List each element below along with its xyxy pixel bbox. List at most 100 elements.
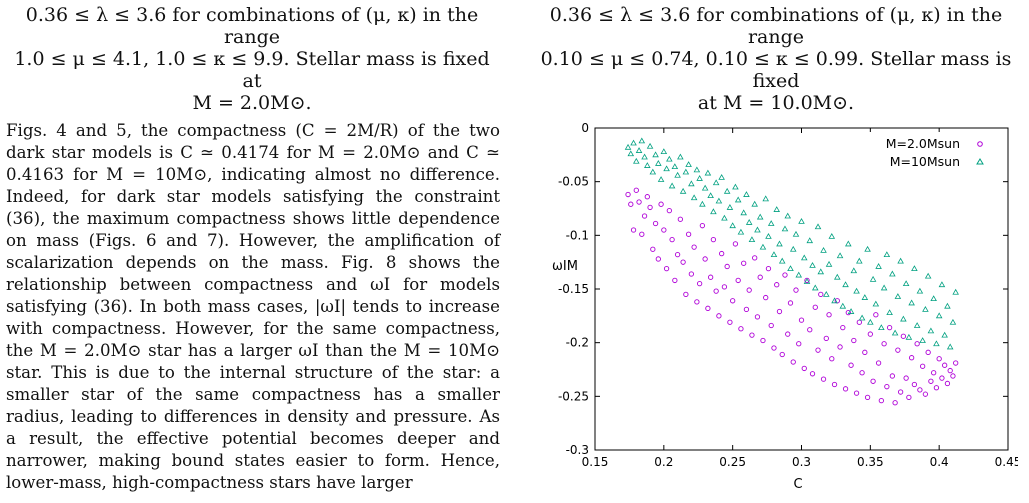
data-point-10msun <box>729 222 736 229</box>
data-point-2msun <box>859 370 865 376</box>
data-point-10msun <box>842 281 849 288</box>
data-point-2msun <box>881 341 887 347</box>
y-tick-label: -0.25 <box>558 389 589 403</box>
data-point-2msun <box>950 373 956 379</box>
data-point-10msun <box>770 251 778 258</box>
data-point-10msun <box>897 257 904 264</box>
data-point-10msun <box>792 230 800 237</box>
data-point-10msun <box>820 246 827 253</box>
data-point-2msun <box>953 360 959 366</box>
point-layer <box>624 137 959 406</box>
data-point-2msun <box>666 207 672 214</box>
data-point-10msun <box>748 236 756 243</box>
y-tick-label: -0.05 <box>558 175 589 189</box>
data-point-10msun <box>847 308 855 314</box>
data-point-2msun <box>746 287 752 293</box>
data-point-2msun <box>699 223 706 229</box>
data-point-10msun <box>663 165 670 172</box>
data-point-10msun <box>806 237 814 244</box>
data-point-10msun <box>759 243 767 250</box>
data-point-10msun <box>856 257 863 264</box>
data-point-2msun <box>944 380 951 387</box>
data-point-10msun <box>707 192 714 199</box>
data-point-10msun <box>869 275 877 282</box>
data-point-10msun <box>701 184 709 191</box>
data-point-10msun <box>949 318 957 325</box>
data-point-2msun <box>768 322 774 329</box>
data-point-2msun <box>818 291 824 298</box>
data-point-10msun <box>668 182 676 189</box>
data-point-2msun <box>760 337 766 344</box>
data-point-10msun <box>803 278 811 284</box>
data-point-10msun <box>867 318 874 325</box>
data-point-10msun <box>773 206 781 212</box>
data-point-2msun <box>735 277 741 284</box>
data-point-10msun <box>853 287 860 294</box>
data-point-2msun <box>919 363 926 369</box>
data-point-10msun <box>649 168 657 175</box>
data-point-2msun <box>658 201 664 207</box>
legend: M=2.0Msun M=10Msun <box>860 132 1004 172</box>
data-point-2msun <box>636 199 642 205</box>
data-point-2msun <box>851 337 857 344</box>
data-point-10msun <box>767 220 775 226</box>
data-point-2msun <box>906 394 912 401</box>
data-point-10msun <box>627 150 635 157</box>
data-point-2msun <box>815 347 821 353</box>
data-point-10msun <box>952 288 959 295</box>
x-tick-label: 0.15 <box>582 455 609 469</box>
data-point-10msun <box>721 214 728 221</box>
data-point-2msun <box>840 324 846 331</box>
legend-label-10msun: M=10Msun <box>890 154 960 169</box>
data-point-10msun <box>938 281 946 288</box>
data-point-2msun <box>831 381 838 388</box>
data-point-2msun <box>765 265 772 272</box>
data-point-10msun <box>817 268 825 275</box>
data-point-10msun <box>754 226 761 233</box>
caption-right-line: 0.10 ≤ μ ≤ 0.74, 0.10 ≤ κ ≤ 0.99. Stella… <box>540 48 1012 92</box>
data-point-2msun <box>696 280 703 287</box>
data-point-2msun <box>680 259 686 265</box>
data-point-2msun <box>716 313 722 319</box>
data-point-2msun <box>669 236 675 243</box>
data-point-10msun <box>872 300 880 307</box>
data-point-10msun <box>850 267 858 274</box>
data-point-10msun <box>902 280 910 287</box>
x-tick-label: 0.2 <box>654 455 673 469</box>
data-point-10msun <box>880 284 888 291</box>
data-point-10msun <box>732 183 739 190</box>
data-point-10msun <box>644 162 651 168</box>
data-point-2msun <box>776 308 783 315</box>
data-point-2msun <box>892 400 898 406</box>
data-point-10msun <box>696 175 703 181</box>
y-tick-label: -0.15 <box>558 282 589 296</box>
data-point-10msun <box>798 217 805 224</box>
caption-right-line: 0.36 ≤ λ ≤ 3.6 for combinations of (μ, κ… <box>549 4 1003 48</box>
data-point-10msun <box>900 315 907 322</box>
data-point-2msun <box>721 284 728 290</box>
body-text-column: Figs. 4 and 5, the compactness (C = 2M/R… <box>6 120 500 494</box>
data-point-10msun <box>690 194 698 201</box>
data-point-10msun <box>861 294 869 300</box>
data-point-10msun <box>762 195 769 202</box>
data-point-2msun <box>724 263 730 270</box>
data-point-10msun <box>635 147 643 153</box>
data-point-2msun <box>625 191 631 198</box>
data-point-2msun <box>705 305 711 311</box>
data-point-2msun <box>644 194 650 200</box>
data-point-10msun <box>905 333 913 340</box>
data-point-2msun <box>727 319 733 325</box>
data-point-2msun <box>823 335 829 342</box>
data-point-2msun <box>790 359 796 365</box>
data-point-2msun <box>809 371 816 377</box>
data-point-10msun <box>922 305 929 312</box>
data-point-10msun <box>913 322 921 328</box>
data-point-10msun <box>682 168 690 175</box>
data-point-2msun <box>787 300 794 306</box>
data-point-10msun <box>825 260 833 267</box>
x-tick-label: 0.4 <box>930 455 949 469</box>
data-point-10msun <box>933 340 940 347</box>
data-point-10msun <box>776 240 783 247</box>
data-point-2msun <box>754 314 761 320</box>
data-point-2msun <box>710 236 717 243</box>
